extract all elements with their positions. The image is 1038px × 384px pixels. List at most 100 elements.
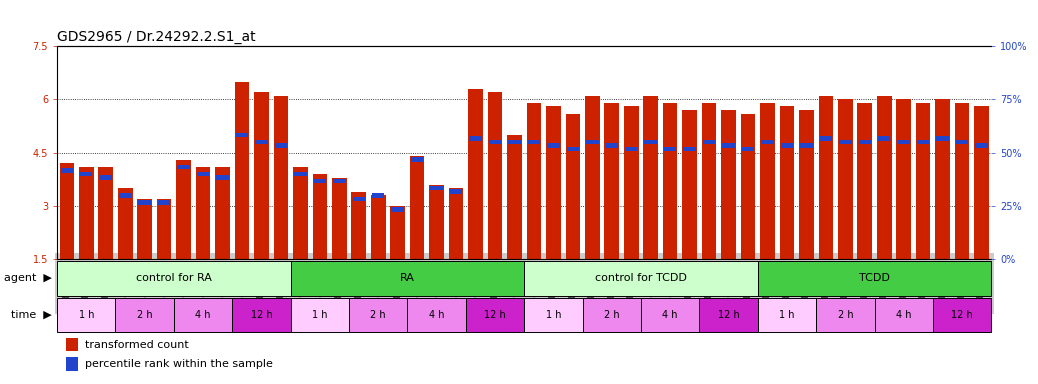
Bar	[57, 261, 291, 296]
Bar	[917, 140, 929, 144]
Bar	[916, 103, 930, 259]
Bar	[235, 82, 249, 259]
Bar	[275, 143, 288, 148]
Bar	[391, 207, 404, 212]
Bar	[683, 147, 695, 151]
Bar	[722, 143, 735, 148]
Bar	[293, 167, 307, 259]
Text: 4 h: 4 h	[429, 310, 444, 320]
Bar	[372, 193, 384, 198]
Bar	[566, 114, 580, 259]
Bar	[118, 188, 133, 259]
Bar	[644, 96, 658, 259]
Bar	[236, 132, 248, 137]
Bar	[741, 114, 756, 259]
Bar	[524, 298, 582, 332]
Bar	[877, 96, 892, 259]
Bar	[567, 147, 579, 151]
Bar	[508, 135, 522, 259]
Bar	[682, 110, 696, 259]
Bar	[780, 106, 794, 259]
Text: 12 h: 12 h	[250, 310, 272, 320]
Bar	[799, 110, 814, 259]
Bar	[582, 298, 641, 332]
Bar	[585, 96, 600, 259]
Bar	[800, 143, 813, 148]
Bar	[407, 298, 466, 332]
Bar	[66, 338, 78, 351]
Bar	[663, 103, 678, 259]
Text: transformed count: transformed count	[85, 340, 189, 350]
Bar	[820, 136, 832, 141]
Text: 1 h: 1 h	[312, 310, 328, 320]
Bar	[349, 298, 407, 332]
Bar	[294, 172, 306, 176]
Text: TCDD: TCDD	[859, 273, 890, 283]
Bar	[216, 175, 228, 180]
Bar	[430, 185, 444, 259]
Bar	[57, 298, 115, 332]
Text: 1 h: 1 h	[780, 310, 795, 320]
Bar	[313, 179, 326, 184]
Bar	[468, 89, 483, 259]
Text: 2 h: 2 h	[371, 310, 386, 320]
Bar	[604, 103, 619, 259]
Bar	[874, 298, 933, 332]
Bar	[526, 103, 541, 259]
Bar	[488, 92, 502, 259]
Text: control for TCDD: control for TCDD	[595, 273, 687, 283]
Bar	[781, 143, 793, 148]
Bar	[431, 186, 443, 190]
Bar	[255, 140, 268, 144]
Bar	[80, 172, 92, 176]
Bar	[898, 140, 910, 144]
Bar	[858, 140, 871, 144]
Text: 12 h: 12 h	[484, 310, 506, 320]
Text: 4 h: 4 h	[195, 310, 211, 320]
Bar	[586, 140, 599, 144]
Bar	[390, 206, 405, 259]
Text: GDS2965 / Dr.24292.2.S1_at: GDS2965 / Dr.24292.2.S1_at	[57, 30, 255, 44]
Bar	[449, 189, 462, 194]
Text: 4 h: 4 h	[662, 310, 678, 320]
Bar	[625, 147, 637, 151]
Bar	[66, 357, 78, 371]
Bar	[79, 167, 93, 259]
Text: 2 h: 2 h	[137, 310, 153, 320]
Bar	[933, 298, 991, 332]
Bar	[157, 199, 171, 259]
Bar	[332, 177, 347, 259]
Bar	[333, 179, 346, 184]
Bar	[819, 96, 834, 259]
Bar	[758, 298, 816, 332]
Bar	[215, 167, 229, 259]
Bar	[60, 168, 73, 173]
Text: control for RA: control for RA	[136, 273, 212, 283]
Bar	[838, 99, 852, 259]
Bar	[936, 136, 949, 141]
Bar	[59, 163, 74, 259]
Bar	[274, 96, 289, 259]
Bar	[291, 298, 349, 332]
Bar	[176, 160, 191, 259]
Text: 12 h: 12 h	[717, 310, 739, 320]
Bar	[371, 195, 385, 259]
Bar	[702, 103, 716, 259]
Bar	[291, 261, 524, 296]
Bar	[839, 140, 851, 144]
Bar	[411, 157, 424, 162]
Bar	[857, 103, 872, 259]
Bar	[641, 298, 700, 332]
Bar	[233, 298, 291, 332]
Bar	[742, 147, 755, 151]
Bar	[115, 298, 173, 332]
Bar	[352, 192, 366, 259]
Bar	[878, 136, 891, 141]
Bar	[174, 298, 233, 332]
Bar	[527, 140, 540, 144]
Text: 1 h: 1 h	[546, 310, 562, 320]
Bar	[624, 106, 638, 259]
Text: agent  ▶: agent ▶	[4, 273, 52, 283]
Bar	[935, 99, 950, 259]
Bar	[524, 261, 758, 296]
